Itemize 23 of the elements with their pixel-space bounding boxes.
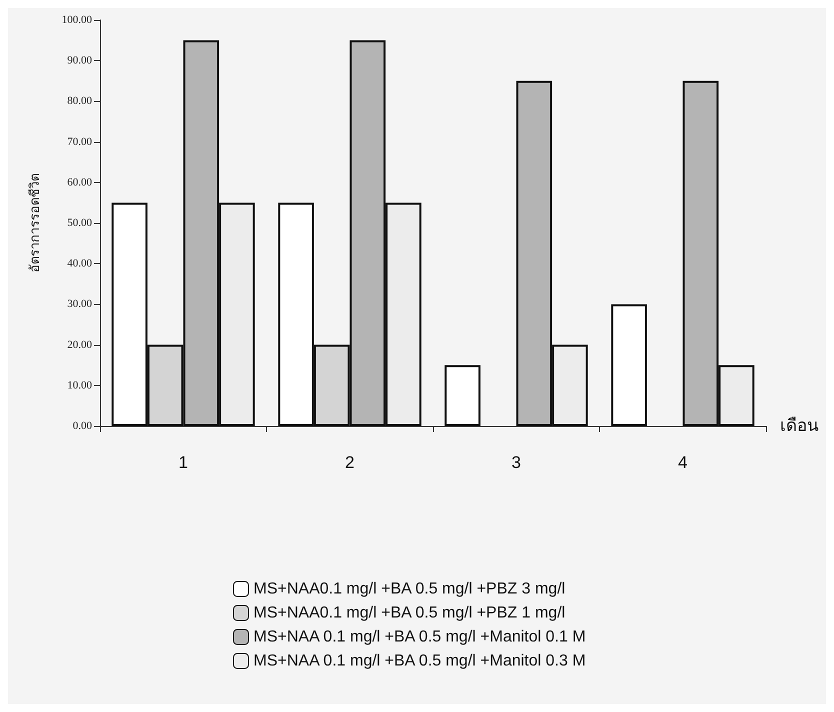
x-tick-label: 3 <box>512 453 521 472</box>
y-tick-label: 30.00 <box>67 298 92 310</box>
y-tick-label: 80.00 <box>67 95 92 108</box>
y-tick-label: 50.00 <box>67 217 92 229</box>
y-tick-label: 10.00 <box>67 379 92 392</box>
y-tick-label: 60.00 <box>67 176 92 188</box>
legend-label: MS+NAA0.1 mg/l +BA 0.5 mg/l +PBZ 3 mg/l <box>254 580 566 598</box>
bar <box>611 304 647 426</box>
x-axis-title: เดือน <box>780 416 819 436</box>
legend-label: MS+NAA0.1 mg/l +BA 0.5 mg/l +PBZ 1 mg/l <box>254 604 566 622</box>
y-tick-label: 20.00 <box>67 338 92 351</box>
bar <box>444 365 480 426</box>
legend-label: MS+NAA 0.1 mg/l +BA 0.5 mg/l +Manitol 0.1 M <box>254 628 586 646</box>
x-tick-label: 2 <box>345 453 354 472</box>
y-tick-label: 40.00 <box>67 258 92 270</box>
y-axis-title: อัตราการรอดชีวิต <box>27 174 43 272</box>
legend-label: MS+NAA 0.1 mg/l +BA 0.5 mg/l +Manitol 0.3 M <box>254 652 586 670</box>
y-tick-label: 0.00 <box>72 420 92 432</box>
x-tick-label: 4 <box>678 453 688 472</box>
y-tick-label: 100.00 <box>62 14 92 26</box>
y-tick-label: 70.00 <box>67 136 92 148</box>
x-tick-label: 1 <box>178 453 188 472</box>
y-tick-label: 90.00 <box>67 54 92 67</box>
